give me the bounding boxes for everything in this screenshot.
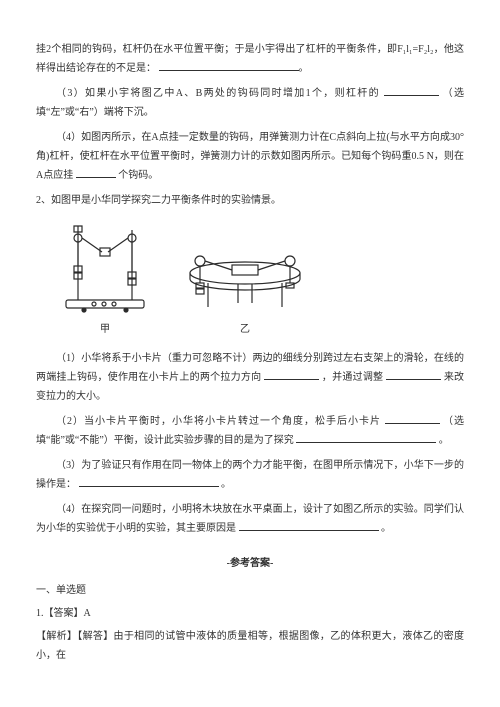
apparatus-table-icon — [180, 243, 310, 313]
blank-sub2a[interactable] — [385, 414, 440, 424]
blank-conclusion[interactable] — [159, 61, 299, 71]
answer-1-explanation: 【解析】【解答】由于相同的试管中液体的质量相等，根据图像，乙的体积更大，液体乙的… — [36, 627, 464, 665]
figure-left: 甲 — [60, 218, 150, 339]
sub-question-2: （2）当小卡片平衡时，小华将小卡片转过一个角度，松手后小卡片 （选填“能”或“不… — [36, 412, 464, 450]
figure-row: 甲 乙 — [60, 218, 464, 339]
sub2-end: 。 — [439, 435, 449, 446]
q3-pre: （3）如果小宇将图乙中A、B两处的钩码同时增加1个，则杠杆的 — [56, 88, 380, 99]
question-3: （3）如果小宇将图乙中A、B两处的钩码同时增加1个，则杠杆的 （选填“左”或“右… — [36, 84, 464, 122]
figure-right-label: 乙 — [180, 320, 310, 339]
sub2-pre: （2）当小卡片平衡时，小华将小卡片转过一个角度，松手后小卡片 — [56, 416, 381, 427]
sub3-end: 。 — [221, 479, 231, 490]
blank-q3[interactable] — [384, 86, 439, 96]
q4-post: 个钩码。 — [118, 170, 158, 181]
sub-question-4: （4）在探究同一问题时，小明将木块放在水平桌面上，设计了如图乙所示的实验。同学们… — [36, 500, 464, 538]
question-2-heading: 2、如图甲是小华同学探究二力平衡条件时的实验情景。 — [36, 191, 464, 210]
blank-q4[interactable] — [76, 168, 116, 178]
figure-left-label: 甲 — [60, 320, 150, 339]
blank-sub3[interactable] — [79, 477, 219, 487]
question-4: （4）如图丙所示，在A点挂一定数量的钩码，用弹簧测力计在C点斜向上拉(与水平方向… — [36, 128, 464, 185]
answer-1-label: 1.【答案】A — [36, 604, 464, 623]
sub-question-3: （3）为了验证只有作用在同一物体上的两个力才能平衡，在图甲所示情况下，小华下一步… — [36, 456, 464, 494]
answers-section: 一、单选题 — [36, 581, 464, 600]
apparatus-stand-icon — [60, 218, 150, 313]
blank-sub2b[interactable] — [296, 433, 436, 443]
lever-conclusion-paragraph: 挂2个相同的钩码，杠杆仍在水平位置平衡；于是小宇得出了杠杆的平衡条件，即F₁l₁… — [36, 40, 464, 78]
blank-sub1a[interactable] — [264, 370, 319, 380]
answers-title: -参考答案- — [36, 554, 464, 573]
sub-question-1: （1）小华将系于小卡片（重力可忽略不计）两边的细线分别跨过左右支架上的滑轮，在线… — [36, 349, 464, 406]
blank-sub4[interactable] — [239, 521, 379, 531]
sub4-end: 。 — [381, 523, 391, 534]
figure-right: 乙 — [180, 243, 310, 339]
blank-sub1b[interactable] — [386, 370, 441, 380]
sub1-mid: ，并通过调整 — [322, 372, 383, 383]
